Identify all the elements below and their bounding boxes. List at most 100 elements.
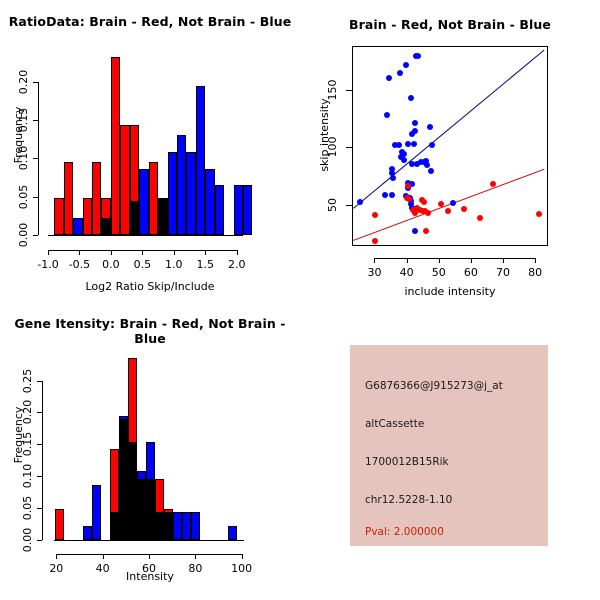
ratio-histogram-bar (139, 169, 149, 235)
scatter-point (460, 206, 467, 213)
gene-histogram-x-tick (241, 554, 243, 559)
gene-histogram-bar (127, 442, 137, 540)
scatter-point (428, 141, 435, 148)
scatter-point (414, 53, 421, 60)
ratio-histogram-bar (110, 56, 121, 235)
scatter-point (411, 127, 418, 134)
gene-histogram-x-tick-label: 100 (231, 562, 253, 575)
ratio-histogram-bar (63, 162, 74, 235)
gene-info-line: chr12.5228-1.10 (365, 494, 453, 506)
gene-intensity-histogram-xlabel: Intensity (126, 570, 174, 583)
scatter-x-tick-label: 30 (367, 266, 382, 279)
gene-info-line: altCassette (365, 418, 425, 430)
ratio-histogram-x-tick (110, 250, 112, 255)
scatter-x-tick (503, 258, 505, 263)
ratio-histogram-x-tick-label: 2.0 (227, 258, 246, 271)
ratio-histogram-bar (92, 162, 102, 235)
gene-histogram-bar (190, 511, 200, 540)
scatter-point (395, 141, 402, 148)
scatter-x-axis (374, 258, 536, 259)
ratio-histogram-bar (186, 152, 196, 235)
gene-histogram-x-tick (56, 554, 58, 559)
gene-histogram-y-tick-label: 0.20 (21, 400, 34, 425)
ratio-histogram-bar (214, 185, 225, 235)
scatter-point (372, 211, 379, 218)
scatter-y-tick (346, 204, 352, 206)
gene-histogram-y-tick (37, 540, 42, 541)
scatter-point (409, 131, 416, 138)
scatter-point (404, 183, 411, 190)
scatter-x-tick (406, 258, 408, 263)
scatter-x-tick-label: 50 (431, 266, 446, 279)
intensity-scatter-panel: Brain - Red, Not Brain - Blue include in… (300, 0, 600, 300)
ratio-histogram-bar (167, 152, 177, 235)
scatter-point (411, 209, 418, 216)
ratio-histogram-bar (101, 218, 111, 235)
ratio-histogram-y-tick (33, 235, 38, 236)
scatter-point (372, 238, 379, 245)
scatter-point (409, 207, 416, 214)
ratio-histogram-bar (129, 201, 140, 235)
ratio-histogram-bar (205, 169, 215, 235)
scatter-x-tick (374, 258, 376, 263)
intensity-scatter-title: Brain - Red, Not Brain - Blue (348, 17, 552, 32)
ratio-histogram-x-tick-label: 0.5 (133, 258, 152, 271)
scatter-point (438, 201, 445, 208)
ratio-histogram-bar (148, 162, 159, 235)
ratio-histogram-x-tick-label: -1.0 (37, 258, 59, 271)
scatter-point (407, 94, 414, 101)
ratio-histogram-y-tick (33, 196, 38, 198)
ratio-histogram-plot-area (48, 55, 253, 235)
ratio-histogram-y-tick-label: 0.05 (17, 184, 30, 209)
scatter-point (408, 180, 415, 187)
ratio-histogram-y-tick (33, 81, 38, 83)
gene-histogram-y-tick (37, 508, 42, 510)
scatter-point (386, 75, 393, 82)
gene-histogram-x-tick (149, 554, 150, 559)
scatter-y-tick-label: 150 (326, 79, 339, 101)
scatter-point (424, 209, 431, 216)
scatter-point (403, 62, 410, 69)
gene-histogram-bar (118, 415, 128, 540)
gene-intensity-histogram-plot-area (54, 355, 244, 540)
gene-histogram-x-tick-label: 20 (49, 562, 64, 575)
scatter-point (411, 140, 418, 147)
scatter-x-tick-label: 60 (463, 266, 478, 279)
gene-histogram-bar (163, 511, 173, 540)
ratio-histogram-x-tick (205, 250, 207, 255)
gene-histogram-bar (55, 509, 65, 540)
ratio-histogram-x-tick-label: -0.5 (68, 258, 91, 271)
scatter-point (421, 199, 428, 206)
ratio-histogram-bar (82, 198, 93, 235)
ratio-histogram-y-tick-label: 0.20 (17, 69, 30, 95)
gene-histogram-bar (109, 511, 119, 540)
gene-histogram-bar (82, 525, 92, 540)
scatter-x-tick-label: 80 (528, 266, 543, 279)
ratio-histogram-y-axis (38, 81, 39, 235)
ratio-histogram-y-tick-label: 0.00 (17, 222, 30, 248)
scatter-point (476, 215, 483, 222)
ratio-histogram-x-tick (79, 250, 81, 255)
ratio-histogram-y-tick-label: 0.10 (17, 146, 30, 171)
ratio-histogram-bar (73, 218, 83, 235)
ratio-histogram-panel: RatioData: Brain - Red, Not Brain - Blue… (0, 0, 300, 300)
scatter-point (414, 204, 421, 211)
scatter-point (398, 154, 405, 161)
gene-info-line: 1700012B15Rik (365, 456, 449, 468)
gene-histogram-y-tick-label: 0.05 (21, 495, 34, 521)
scatter-point (444, 208, 451, 215)
gene-histogram-x-tick (195, 554, 197, 559)
gene-histogram-bar (154, 511, 164, 540)
scatter-point (423, 162, 430, 169)
scatter-x-tick (438, 258, 440, 263)
gene-histogram-y-axis (42, 380, 43, 540)
gene-histogram-bar (145, 442, 155, 540)
gene-histogram-x-axis (56, 554, 242, 555)
scatter-point (400, 150, 407, 157)
scatter-point (404, 140, 411, 147)
ratio-histogram-x-tick (142, 250, 144, 255)
scatter-x-tick-label: 40 (399, 266, 414, 279)
scatter-y-tick (346, 147, 352, 149)
gene-histogram-x-tick-label: 40 (95, 562, 110, 575)
intensity-scatter-axes: 50 100 150 30 40 50 60 70 80 (300, 0, 600, 300)
